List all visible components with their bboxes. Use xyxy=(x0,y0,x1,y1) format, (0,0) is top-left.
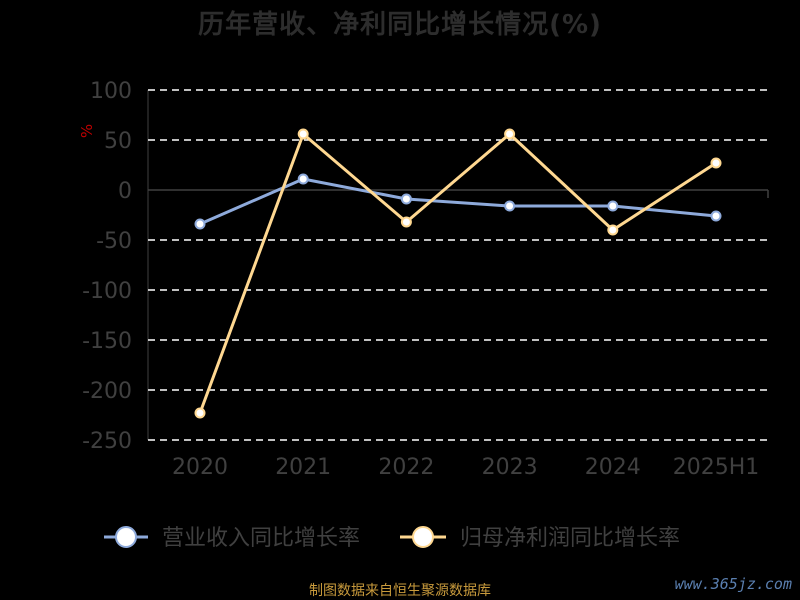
x-tick-label: 2021 xyxy=(275,455,331,480)
y-tick-label: 50 xyxy=(104,129,132,154)
legend-swatch-marker xyxy=(115,526,137,548)
data-point xyxy=(297,173,309,185)
x-tick-label: 2025H1 xyxy=(673,455,760,480)
y-tick-label: -50 xyxy=(96,229,132,254)
watermark: www.365jz.com xyxy=(674,575,792,593)
x-tick-label: 2020 xyxy=(172,455,228,480)
x-tick-label: 2023 xyxy=(482,455,538,480)
y-tick-label: 100 xyxy=(90,79,132,104)
x-tick-label: 2022 xyxy=(378,455,434,480)
data-point xyxy=(400,216,412,228)
series-line-2 xyxy=(198,132,717,414)
y-axis-unit-label: % xyxy=(78,124,96,138)
x-tick-label: 2024 xyxy=(585,455,641,480)
data-point xyxy=(710,157,722,169)
y-tick-label: -200 xyxy=(82,379,132,404)
y-tick-label: 0 xyxy=(118,179,132,204)
y-tick-label: -100 xyxy=(82,279,132,304)
legend-label: 营业收入同比增长率 xyxy=(162,526,360,551)
data-point xyxy=(194,407,206,419)
data-point xyxy=(710,210,722,222)
y-tick-label: -150 xyxy=(82,329,132,354)
data-source-note: 制图数据来自恒生聚源数据库 xyxy=(309,583,491,599)
series-line-1 xyxy=(199,177,717,226)
data-point xyxy=(607,200,619,212)
data-point xyxy=(400,193,412,205)
data-point xyxy=(607,224,619,236)
y-tick-label: -250 xyxy=(82,429,132,454)
chart-title: 历年营收、净利同比增长情况(%) xyxy=(198,10,602,40)
data-point xyxy=(297,128,309,140)
legend-swatch-marker xyxy=(412,526,434,548)
data-point xyxy=(194,218,206,230)
data-point xyxy=(504,128,516,140)
data-point xyxy=(504,200,516,212)
legend-label: 归母净利润同比增长率 xyxy=(460,526,680,551)
